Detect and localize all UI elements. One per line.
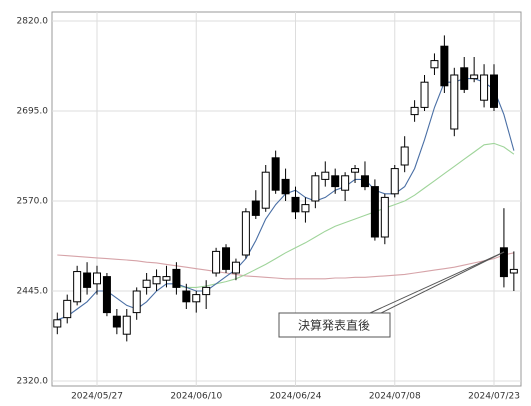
candle-body [509,268,518,274]
x-tick-label: 2024/06/10 [170,392,222,402]
arrow [380,251,505,314]
x-tick-label: 2024/07/08 [369,392,421,402]
candle-body [63,299,72,319]
candle-body [311,175,320,202]
moving-average-line [176,142,515,288]
moving-average-line [57,252,515,280]
candle-body [351,168,360,173]
candle-body [251,200,260,216]
annotation-text: 決算発表直後 [298,318,370,333]
candle-body [291,196,300,213]
candle-body [450,74,459,130]
candle-body [400,146,409,166]
candle-body [281,178,290,195]
x-tick-label: 2024/05/27 [71,392,123,402]
candle-body [341,175,350,191]
y-tick-label: 2570.0 [17,197,49,207]
candle-body [420,81,429,108]
candle-body [261,171,270,209]
candle-body [102,276,111,314]
candle-body [222,247,231,270]
candle-body [331,175,340,188]
candle-body [182,290,191,303]
candle-body [499,247,508,278]
candle-body [390,168,399,195]
candle-body [132,290,141,314]
candle-body [301,204,310,213]
candle-body [360,175,369,188]
candle-body [370,186,379,238]
candle-body [380,196,389,238]
candle-body [192,294,201,303]
candle-body [241,211,250,256]
y-tick-label: 2320.0 [17,377,49,387]
candle-body [83,272,92,288]
candle-body [460,67,469,90]
candle-body [410,106,419,116]
annotation-box [278,312,391,338]
candle-body [430,60,439,69]
candle-body [321,171,330,180]
candle-body [480,74,489,101]
candle-body [93,272,101,285]
y-tick-label: 2695.0 [17,107,49,117]
candle-body [202,286,211,296]
x-tick-label: 2024/07/23 [468,392,520,402]
arrow [369,251,505,314]
candle-body [142,279,151,288]
candle-body [470,74,479,80]
candle-body [271,157,280,191]
candle-body [53,319,62,328]
candle-body [122,315,131,335]
candle-body [440,45,449,87]
candle-body [172,268,181,288]
annotation: 決算発表直後 [278,251,505,338]
candle-body [152,276,161,285]
candle-body [73,271,82,303]
candle-body [212,250,221,274]
candle-body [162,276,171,281]
candle-body [231,261,240,274]
y-tick-label: 2820.0 [17,17,49,27]
x-tick-label: 2024/06/24 [270,392,322,402]
candle-body [112,315,121,328]
y-tick-label: 2445.0 [17,287,49,297]
candle-body [490,74,498,108]
